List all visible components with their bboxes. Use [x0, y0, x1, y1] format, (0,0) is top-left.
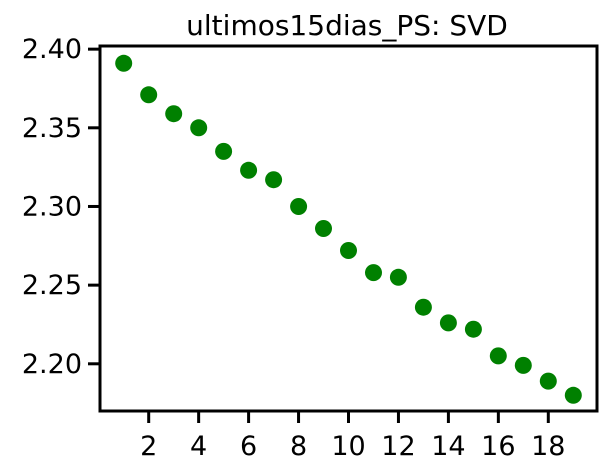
data-point — [240, 161, 258, 179]
data-point — [190, 119, 208, 137]
data-point — [464, 320, 482, 338]
data-point — [389, 268, 407, 286]
y-tick-label: 2.35 — [22, 113, 82, 144]
y-tick-label: 2.25 — [22, 270, 82, 301]
x-tick-label: 10 — [331, 431, 365, 462]
data-point — [140, 86, 158, 104]
x-tick-label: 8 — [290, 431, 307, 462]
data-points — [115, 54, 582, 404]
data-point — [290, 198, 308, 215]
data-point — [564, 386, 582, 404]
data-point — [215, 142, 233, 160]
x-tick-label: 4 — [190, 431, 207, 462]
data-point — [115, 54, 133, 72]
x-tick-label: 6 — [240, 431, 257, 462]
y-axis: 2.20 2.25 2.30 2.35 2.40 — [22, 34, 100, 380]
data-point — [539, 372, 557, 390]
data-point — [265, 171, 283, 189]
y-tick-label: 2.30 — [22, 191, 82, 222]
x-tick-label: 12 — [381, 431, 415, 462]
plot-frame — [98, 44, 599, 413]
x-axis: 2 4 6 8 10 12 14 16 18 — [140, 411, 565, 462]
data-point — [414, 298, 432, 316]
data-point — [340, 242, 357, 259]
chart-title: ultimos15dias_PS: SVD — [186, 9, 508, 42]
data-point — [514, 356, 532, 374]
x-tick-label: 16 — [481, 431, 515, 462]
data-point — [165, 105, 183, 123]
x-tick-label: 14 — [431, 431, 465, 462]
y-tick-label: 2.20 — [22, 349, 82, 380]
data-point — [315, 220, 332, 237]
data-point — [365, 264, 382, 282]
x-tick-label: 2 — [140, 431, 157, 462]
y-tick-label: 2.40 — [22, 34, 82, 65]
data-point — [489, 347, 507, 365]
x-tick-label: 18 — [531, 431, 565, 462]
data-point — [439, 314, 457, 332]
